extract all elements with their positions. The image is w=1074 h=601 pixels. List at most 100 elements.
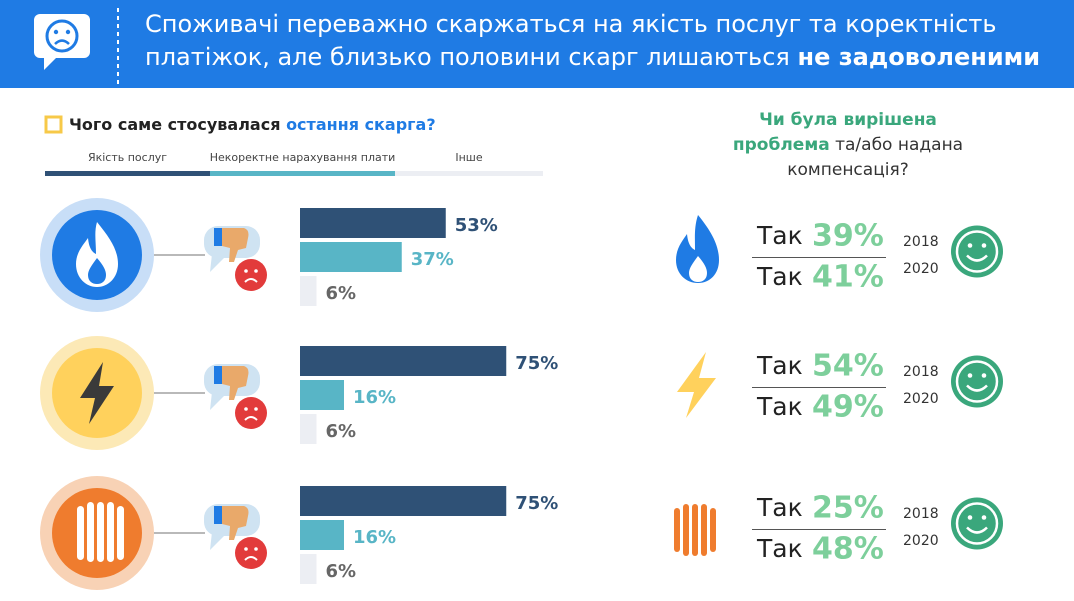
value-label: 75% [515, 353, 558, 374]
sad-face [235, 397, 267, 429]
year: 2018 [903, 364, 939, 380]
value-label: 53% [455, 215, 498, 236]
eye [244, 547, 248, 551]
value-label: 16% [353, 387, 396, 408]
mouth [244, 416, 258, 421]
eye [967, 515, 973, 520]
smile [966, 384, 988, 392]
complaint-icon [34, 14, 90, 70]
smiley-inner [955, 502, 999, 545]
eye [967, 373, 973, 378]
eye [981, 243, 987, 248]
answer-value: 49% [812, 390, 884, 425]
eye [967, 243, 973, 248]
answer: Так [756, 493, 803, 522]
thumb [222, 366, 249, 400]
bar [300, 276, 317, 306]
smile [966, 526, 988, 534]
year: 2020 [903, 533, 939, 549]
cuff [214, 506, 222, 524]
left-title: Чого саме стосувалася остання скарга? [69, 115, 436, 134]
legend-label: Якість послуг [88, 151, 167, 164]
bar-charts: 53%37% 6% 75% 16% 6% 75% 16% 6% [300, 208, 558, 584]
bar [300, 346, 507, 376]
smiley [951, 225, 1003, 278]
answer-value: 41% [812, 260, 884, 295]
cuff [214, 366, 222, 384]
sad-face [235, 537, 267, 569]
smiley-inner [955, 360, 999, 403]
title-marker [44, 115, 63, 134]
thumb [222, 228, 249, 262]
year: 2020 [903, 261, 939, 277]
year: 2018 [903, 506, 939, 522]
bar [300, 380, 344, 410]
smiley [951, 355, 1003, 408]
answer: Так [756, 392, 803, 421]
mouth [244, 556, 258, 561]
eye [244, 407, 248, 411]
bar [300, 520, 344, 550]
value-label: 6% [326, 561, 357, 582]
bubble-tail [210, 392, 226, 410]
answer-value: 25% [812, 491, 884, 526]
heating-icon [40, 476, 154, 590]
right-title: проблема та/або надана [733, 135, 963, 155]
value-label: 16% [353, 527, 396, 548]
eye [981, 515, 987, 520]
eye [244, 269, 248, 273]
eye [254, 547, 258, 551]
thumb [222, 506, 249, 540]
legend-label: Некоректне нарахування плати [210, 151, 396, 164]
bubble-tail [210, 532, 226, 550]
header-band [0, 0, 1074, 88]
eye [254, 407, 258, 411]
bar [300, 208, 446, 238]
bubble-tail [210, 254, 226, 272]
value-label: 75% [515, 493, 558, 514]
dislike-icon [204, 226, 267, 291]
gas-icon [40, 198, 154, 312]
answer-value: 39% [812, 219, 884, 254]
answer-value: 48% [812, 532, 884, 567]
resolution-rows: Так 39% 2018 Так 41% 2020 Так 54% 2018 Так 49% 2020… [752, 219, 1003, 567]
legend-swatch [210, 171, 395, 176]
right-heating-icon [674, 504, 716, 556]
right-gas-icon [676, 215, 719, 283]
value-label: 6% [326, 421, 357, 442]
legend-label: Інше [455, 151, 483, 164]
eye [981, 373, 987, 378]
bar [300, 242, 402, 272]
value-label: 37% [411, 249, 454, 270]
dislike-icon [204, 504, 267, 569]
electricity-icon [40, 336, 154, 450]
dislike-icon [204, 364, 267, 429]
legend: Якість послуг Некоректне нарахування плат… [45, 151, 543, 176]
answer: Так [756, 262, 803, 291]
bar [300, 414, 317, 444]
dislike-icons [204, 226, 267, 569]
header-line2: платіжок, але близько половини скарг лиш… [145, 43, 1040, 71]
legend-swatch [395, 171, 543, 176]
smiley-inner [955, 230, 999, 273]
answer: Так [756, 221, 803, 250]
right-electricity-icon [677, 352, 716, 418]
bar [300, 554, 317, 584]
sad-face [235, 259, 267, 291]
answer: Так [756, 351, 803, 380]
smile [966, 254, 988, 262]
year: 2018 [903, 234, 939, 250]
right-title-rest: компенсація? [787, 160, 909, 180]
mouth [244, 278, 258, 283]
answer: Так [756, 534, 803, 563]
connector-lines [154, 254, 205, 534]
value-label: 6% [326, 283, 357, 304]
cuff [214, 228, 222, 246]
right-title-bold: Чи була вирішена [759, 110, 937, 130]
legend-swatch [45, 171, 210, 176]
bar [300, 486, 507, 516]
smiley [951, 497, 1003, 550]
eye [254, 269, 258, 273]
header-line1: Споживачі переважно скаржаться на якість… [145, 10, 997, 38]
